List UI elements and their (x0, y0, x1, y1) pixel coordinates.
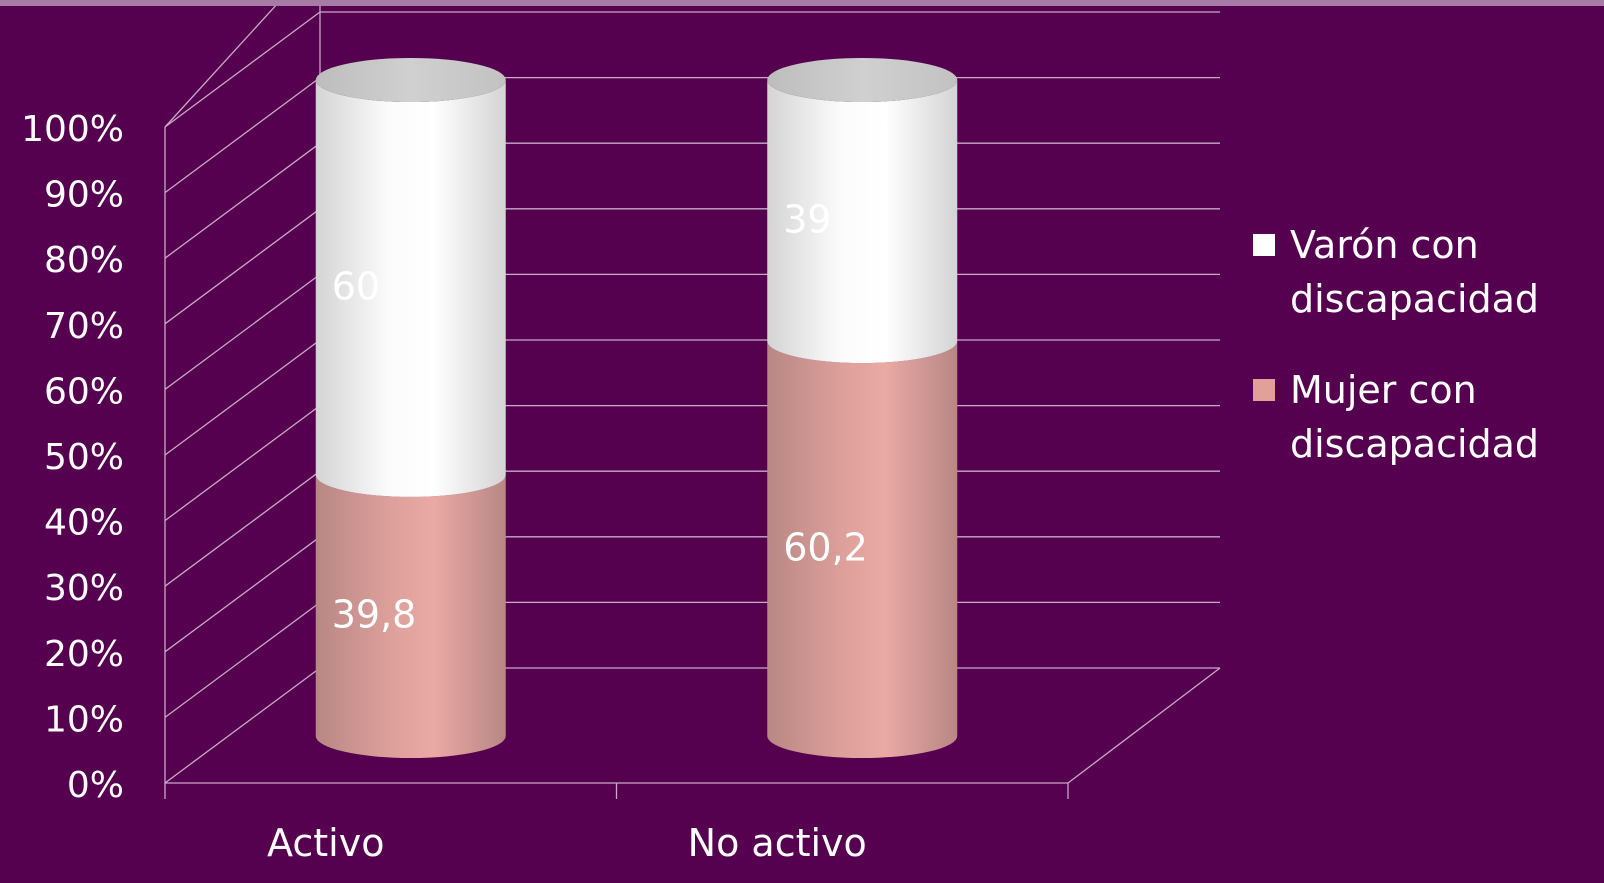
legend-swatch (1253, 234, 1275, 256)
bar-segment (315, 80, 506, 497)
legend-label: discapacidad (1290, 277, 1539, 321)
legend: Varón con discapacidad Mujer con discapacid… (1253, 223, 1539, 466)
bar-segment (315, 474, 506, 758)
data-label: 60,2 (783, 526, 868, 570)
cylinder-1: 39,8 60 (315, 58, 506, 758)
data-label: 39 (783, 198, 831, 242)
side-gridline (164, 208, 321, 325)
y-tick-label: 70% (44, 306, 124, 347)
side-gridline (164, 77, 321, 194)
side-gridline (164, 667, 321, 784)
side-gridline (164, 0, 282, 128)
data-label: 60 (332, 264, 380, 308)
x-tick-label: Activo (267, 821, 384, 865)
side-gridline (164, 142, 321, 259)
floor-edge (1067, 667, 1221, 784)
side-gridline (164, 470, 321, 587)
side-gridline (164, 405, 321, 522)
y-tick-label: 80% (44, 240, 124, 281)
side-gridline (164, 536, 321, 653)
y-tick-label: 50% (44, 437, 124, 478)
cylinder-cap (315, 58, 506, 102)
y-tick-label: 20% (44, 634, 124, 675)
x-tick-label: No activo (688, 821, 867, 865)
legend-label: Mujer con (1290, 368, 1477, 412)
legend-swatch (1253, 379, 1275, 401)
y-tick-label: 60% (44, 371, 124, 412)
y-tick-label: 100% (21, 109, 124, 150)
side-gridline (164, 601, 321, 718)
top-strip (0, 0, 1604, 6)
cylinder-2: 60,2 39 (767, 58, 958, 759)
y-tick-label: 40% (44, 503, 124, 544)
y-tick-label: 0% (67, 765, 124, 806)
side-gridline (164, 11, 321, 128)
legend-label: Varón con (1290, 223, 1479, 267)
side-gridline (164, 273, 321, 390)
legend-label: discapacidad (1290, 422, 1539, 466)
y-tick-label: 90% (44, 175, 124, 216)
cylinder-cap (767, 58, 958, 102)
y-tick-label: 10% (44, 699, 124, 740)
data-label: 39,8 (332, 592, 417, 636)
bar-segment (767, 341, 958, 759)
bar-segment (767, 80, 958, 364)
y-tick-label: 30% (44, 568, 124, 609)
side-gridline (164, 339, 321, 456)
